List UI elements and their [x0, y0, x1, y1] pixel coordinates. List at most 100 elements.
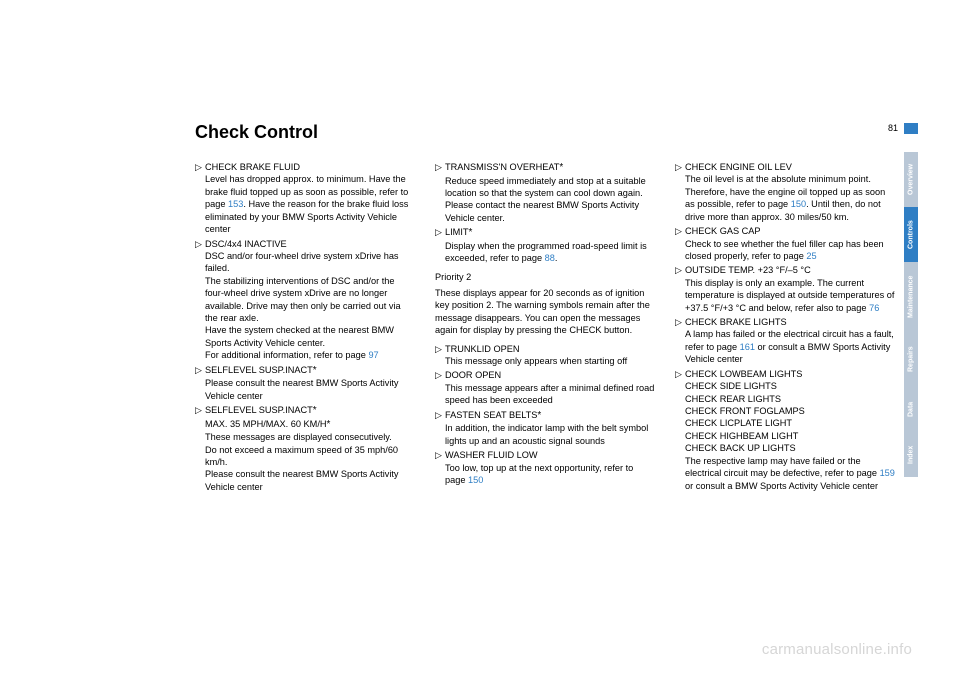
- triangle-bullet-icon: ▷: [675, 161, 685, 223]
- item-body: CHECK GAS CAP Check to see whether the fu…: [685, 225, 895, 262]
- triangle-bullet-icon: ▷: [435, 449, 445, 486]
- triangle-bullet-icon: ▷: [435, 343, 445, 368]
- item-body: TRANSMISS'N OVERHEAT* Reduce speed immedi…: [445, 161, 655, 224]
- text-run: The respective lamp may have failed or t…: [685, 456, 880, 478]
- item-description: Check to see whether the fuel filler cap…: [685, 238, 895, 263]
- side-tab-controls[interactable]: Controls: [904, 207, 918, 262]
- item-title: CHECK LOWBEAM LIGHTS: [685, 369, 802, 379]
- triangle-bullet-icon: ▷: [675, 316, 685, 366]
- text-run: This display is only an example. The cur…: [685, 278, 894, 313]
- triangle-bullet-icon: ▷: [195, 364, 205, 402]
- item-description: DSC and/or four-wheel drive system xDriv…: [205, 250, 415, 362]
- triangle-bullet-icon: ▷: [195, 161, 205, 236]
- list-item: ▷WASHER FLUID LOWToo low, top up at the …: [435, 449, 655, 486]
- text-run: CHECK LICPLATE LIGHT: [685, 418, 792, 428]
- list-item: ▷OUTSIDE TEMP. +23 °F/–5 °CThis display …: [675, 264, 895, 314]
- side-tabs: OverviewControlsMaintenanceRepairsDataIn…: [904, 152, 918, 477]
- list-item: ▷CHECK BRAKE FLUIDLevel has dropped appr…: [195, 161, 415, 236]
- text-run: DSC and/or four-wheel drive system xDriv…: [205, 251, 399, 273]
- star-icon: *: [468, 227, 472, 238]
- triangle-bullet-icon: ▷: [195, 238, 205, 362]
- text-run: This message only appears when starting …: [445, 356, 627, 366]
- item-title: WASHER FLUID LOW: [445, 450, 538, 460]
- text-run: or consult a BMW Sports Activity Vehicle…: [685, 481, 878, 491]
- item-title: SELFLEVEL SUSP.INACT: [205, 405, 313, 415]
- text-run: CHECK HIGHBEAM LIGHT: [685, 431, 798, 441]
- item-description: Level has dropped approx. to minimum. Ha…: [205, 173, 415, 235]
- text-run: Have the system checked at the nearest B…: [205, 325, 394, 347]
- text-run: CHECK SIDE LIGHTS: [685, 381, 777, 391]
- item-description: In addition, the indicator lamp with the…: [445, 422, 655, 447]
- item-title: CHECK ENGINE OIL LEV: [685, 162, 792, 172]
- list-item: ▷LIMIT*Display when the programmed road-…: [435, 226, 655, 264]
- item-title: SELFLEVEL SUSP.INACT: [205, 365, 313, 375]
- triangle-bullet-icon: ▷: [435, 369, 445, 406]
- page-reference-link: 150: [468, 475, 483, 485]
- item-body: CHECK BRAKE FLUIDLevel has dropped appro…: [205, 161, 415, 236]
- item-body: DOOR OPENThis message appears after a mi…: [445, 369, 655, 406]
- list-item: ▷SELFLEVEL SUSP.INACT*MAX. 35 MPH/MAX. 6…: [195, 404, 415, 493]
- item-body: CHECK LOWBEAM LIGHTSCHECK SIDE LIGHTSCHE…: [685, 368, 895, 492]
- item-description: CHECK SIDE LIGHTS CHECK REAR LIGHTS CHECK …: [685, 380, 895, 492]
- text-run: The stabilizing interventions of DSC and…: [205, 276, 401, 323]
- page-reference-link: 76: [869, 303, 879, 313]
- item-description: This message only appears when starting …: [445, 355, 655, 367]
- side-tab-data[interactable]: Data: [904, 387, 918, 432]
- text-run: Please consult the nearest BMW Sports Ac…: [205, 378, 399, 400]
- page-reference-link: 153: [228, 199, 243, 209]
- item-title: DOOR OPEN: [445, 370, 501, 380]
- item-title: TRUNKLID OPEN: [445, 344, 520, 354]
- list-item: ▷DOOR OPENThis message appears after a m…: [435, 369, 655, 406]
- page-number-bar: [904, 123, 918, 134]
- list-item: ▷DSC/4x4 INACTIVE DSC and/or four-wheel d…: [195, 238, 415, 362]
- text-run: Do not exceed a maximum speed of 35 mph/…: [205, 445, 398, 467]
- item-body: DSC/4x4 INACTIVE DSC and/or four-wheel dr…: [205, 238, 415, 362]
- column-1: ▷CHECK BRAKE FLUIDLevel has dropped appr…: [195, 161, 415, 495]
- star-icon: *: [327, 419, 331, 430]
- item-title: CHECK GAS CAP: [685, 226, 761, 236]
- item-body: SELFLEVEL SUSP.INACT*MAX. 35 MPH/MAX. 60…: [205, 404, 415, 493]
- item-description: Please consult the nearest BMW Sports Ac…: [205, 377, 415, 402]
- priority-body: These displays appear for 20 seconds as …: [435, 287, 655, 337]
- item-title: CHECK BRAKE LIGHTS: [685, 317, 787, 327]
- item-title: TRANSMISS'N OVERHEAT: [445, 162, 559, 172]
- item-body: CHECK BRAKE LIGHTSA lamp has failed or t…: [685, 316, 895, 366]
- page-reference-link: 150: [791, 199, 806, 209]
- page-reference-link: 25: [806, 251, 816, 261]
- text-run: CHECK BACK UP LIGHTS: [685, 443, 796, 453]
- text-run: CHECK FRONT FOGLAMPS: [685, 406, 805, 416]
- item-description: Reduce speed immediately and stop at a s…: [445, 175, 655, 225]
- page-reference-link: 159: [880, 468, 895, 478]
- list-item: ▷CHECK ENGINE OIL LEVThe oil level is at…: [675, 161, 895, 223]
- side-tab-index[interactable]: Index: [904, 432, 918, 477]
- star-icon: *: [313, 405, 317, 416]
- item-body: OUTSIDE TEMP. +23 °F/–5 °C This display i…: [685, 264, 895, 314]
- star-icon: *: [313, 365, 317, 376]
- star-icon: *: [559, 162, 563, 173]
- item-description: This display is only an example. The cur…: [685, 277, 895, 314]
- triangle-bullet-icon: ▷: [195, 404, 205, 493]
- page-reference-link: 161: [740, 342, 755, 352]
- text-run: CHECK REAR LIGHTS: [685, 394, 781, 404]
- side-tab-overview[interactable]: Overview: [904, 152, 918, 207]
- item-body: TRUNKLID OPEN This message only appears w…: [445, 343, 655, 368]
- triangle-bullet-icon: ▷: [435, 161, 445, 224]
- side-tab-maintenance[interactable]: Maintenance: [904, 262, 918, 332]
- item-description: MAX. 35 MPH/MAX. 60 KM/H*These messages …: [205, 418, 415, 494]
- text-run: Check to see whether the fuel filler cap…: [685, 239, 884, 261]
- side-tab-repairs[interactable]: Repairs: [904, 332, 918, 387]
- list-item: ▷SELFLEVEL SUSP.INACT* Please consult the…: [195, 364, 415, 402]
- item-description: The oil level is at the absolute minimum…: [685, 173, 895, 223]
- list-item: ▷CHECK LOWBEAM LIGHTSCHECK SIDE LIGHTSCH…: [675, 368, 895, 492]
- priority-heading: Priority 2: [435, 271, 655, 283]
- list-item: ▷CHECK GAS CAP Check to see whether the f…: [675, 225, 895, 262]
- item-title: FASTEN SEAT BELTS: [445, 410, 537, 420]
- item-body: SELFLEVEL SUSP.INACT* Please consult the …: [205, 364, 415, 402]
- item-description: A lamp has failed or the electrical circ…: [685, 328, 895, 365]
- star-icon: *: [537, 410, 541, 421]
- triangle-bullet-icon: ▷: [675, 225, 685, 262]
- item-title: DSC/4x4 INACTIVE: [205, 239, 287, 249]
- columns: ▷CHECK BRAKE FLUIDLevel has dropped appr…: [195, 161, 895, 495]
- item-title: OUTSIDE TEMP. +23 °F/–5 °C: [685, 265, 811, 275]
- triangle-bullet-icon: ▷: [675, 368, 685, 492]
